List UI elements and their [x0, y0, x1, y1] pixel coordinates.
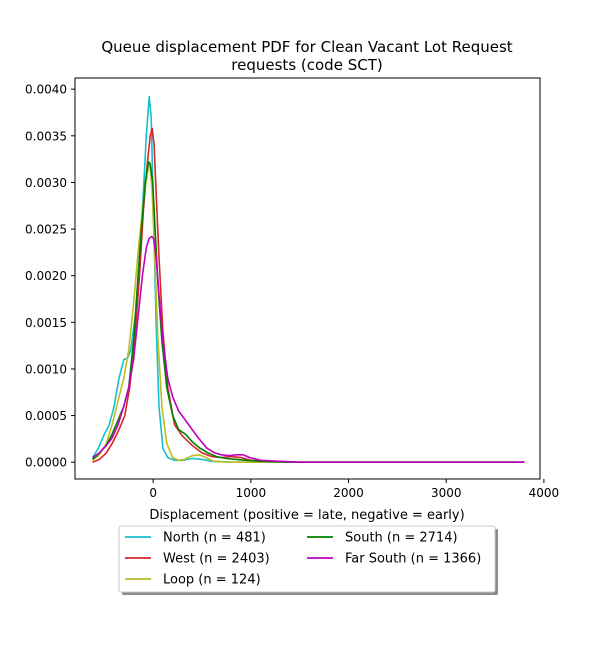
y-tick-label: 0.0030 [25, 176, 67, 190]
y-tick-label: 0.0005 [25, 409, 67, 423]
series-layer [91, 95, 525, 463]
x-tick-label: 2000 [333, 486, 364, 500]
y-tick-label: 0.0035 [25, 129, 67, 143]
y-axis: 0.0000 0.0005 0.0010 0.0015 0.0020 0.0025 0.00… [25, 83, 75, 470]
x-axis: 0 1000 2000 3000 4000 [149, 479, 559, 500]
series-line-4 [92, 235, 525, 463]
plot-frame [74, 77, 541, 480]
x-tick-label: 3000 [431, 486, 462, 500]
y-tick-label: 0.0040 [25, 83, 67, 97]
y-tick-label: 0.0020 [25, 269, 67, 283]
chart-title-line1: Queue displacement PDF for Clean Vacant … [101, 38, 512, 56]
legend-label-2: Loop (n = 124) [163, 573, 261, 588]
y-tick-label: 0.0025 [25, 223, 67, 237]
legend-frame [118, 525, 496, 593]
x-tick-label: 4000 [529, 486, 560, 500]
x-axis-label: Displacement (positive = late, negative … [149, 508, 464, 523]
legend-label-4: Far South (n = 1366) [345, 552, 481, 567]
chart-title-line2: requests (code SCT) [231, 56, 382, 74]
legend-label-1: West (n = 2403) [163, 552, 270, 567]
y-tick-label: 0.0000 [25, 456, 67, 470]
x-tick-label: 1000 [236, 486, 267, 500]
legend-label-3: South (n = 2714) [345, 531, 458, 546]
x-tick-label: 0 [149, 486, 157, 500]
y-tick-label: 0.0015 [25, 316, 67, 330]
series-line-2 [92, 161, 525, 463]
y-tick-label: 0.0010 [25, 362, 67, 376]
legend-label-0: North (n = 481) [163, 531, 266, 546]
legend: North (n = 481) West (n = 2403) Loop (n = … [118, 525, 498, 595]
